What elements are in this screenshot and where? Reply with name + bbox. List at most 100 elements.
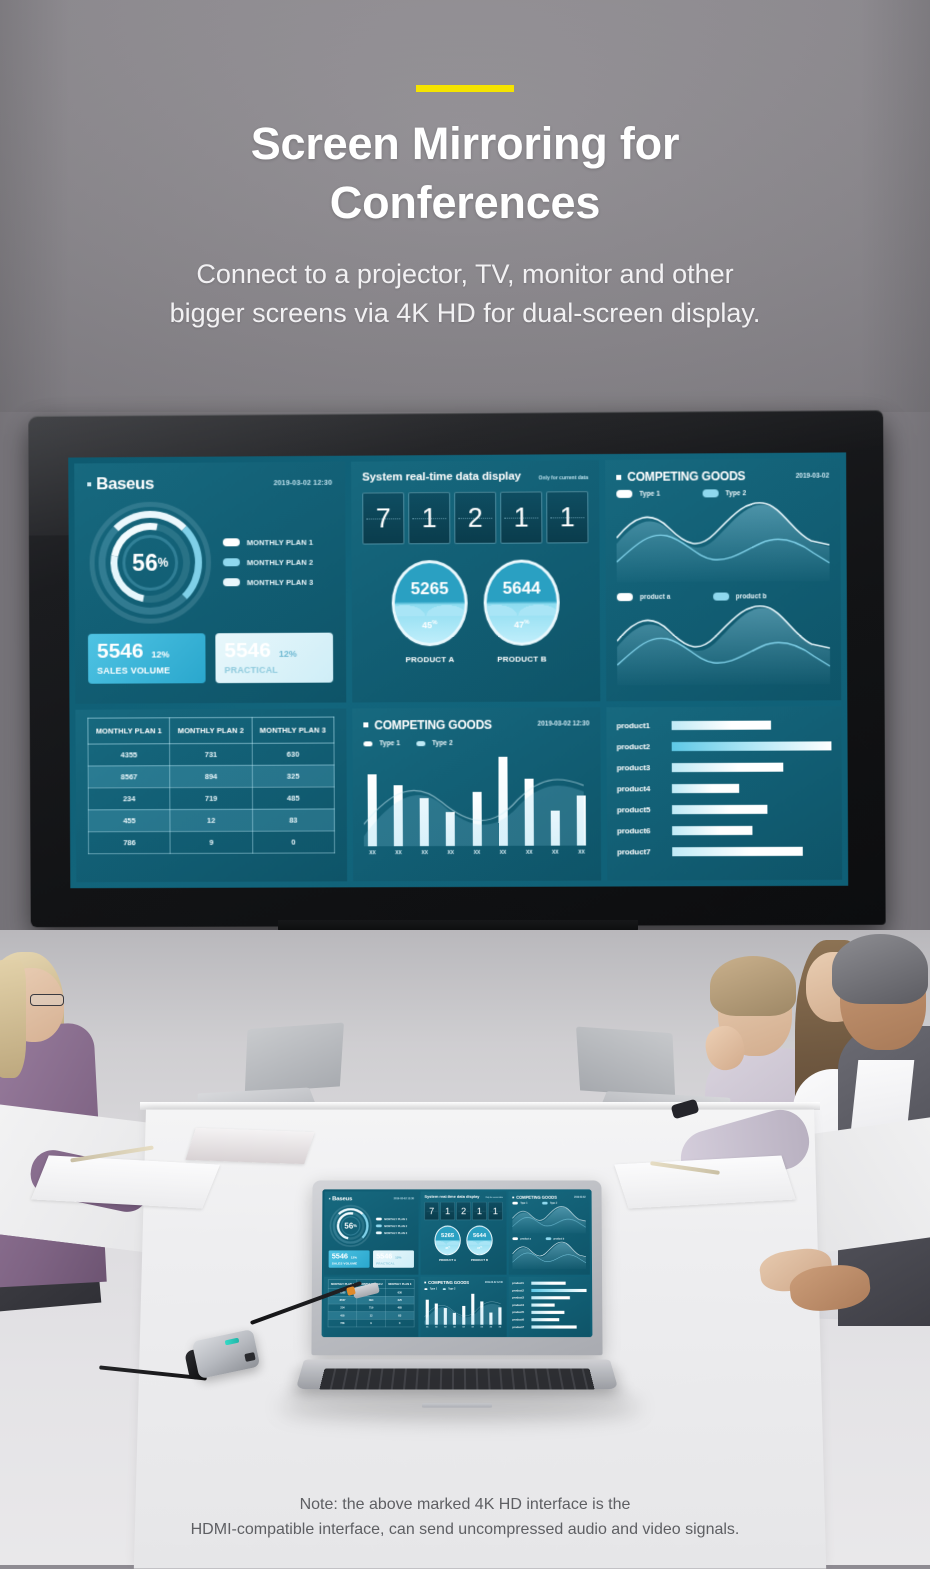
realtime-card: System real-time data display Only for c… xyxy=(420,1191,507,1275)
product-bar-row-7: product7 xyxy=(512,1323,586,1330)
kpi-card-1: 5546 12% SALES VOLUME xyxy=(87,633,206,684)
table-cell: 325 xyxy=(251,764,335,787)
bar-tick-label: XX xyxy=(462,1325,465,1329)
table-cell: 83 xyxy=(385,1311,415,1320)
product-bar-fill xyxy=(531,1281,566,1285)
bar xyxy=(471,1293,475,1325)
legend-swatch-icon xyxy=(424,1288,428,1290)
page-title-line1: Screen Mirroring for xyxy=(250,118,680,169)
competing-wave-timestamp: 2019-03-02 xyxy=(574,1196,586,1199)
kpi-value: 5546 xyxy=(224,638,271,663)
product-bar-row-1: product1 xyxy=(512,1279,586,1286)
bar-tick-label: XX xyxy=(447,849,455,856)
bar-slot-2: XX xyxy=(434,1303,438,1329)
bar-tick-label: XX xyxy=(499,849,507,856)
wall-upper-band xyxy=(0,0,930,412)
plan-legend: MONTHLY PLAN 1 MONTHLY PLAN 2 MONTHLY PLAN… xyxy=(375,1217,407,1234)
legend-swatch-icon xyxy=(363,740,373,746)
wave-legend-bottom-label: product a xyxy=(639,593,671,601)
product-bar-row-4: product4 xyxy=(512,1301,586,1308)
wave-chart-bottom-svg xyxy=(512,1240,586,1270)
table-cell: 719 xyxy=(356,1303,386,1312)
wave-chart-bottom-svg xyxy=(617,600,830,686)
product-bar-fill xyxy=(531,1325,577,1329)
product-bar-track xyxy=(531,1281,586,1285)
kpi-row: 5546 12% SALES VOLUME 5546 12% PRACTICAL xyxy=(87,632,334,684)
orb-label: PRODUCT A xyxy=(439,1258,457,1262)
table-row: 455 12 83 xyxy=(88,808,335,832)
table-cell: 0 xyxy=(385,1319,415,1327)
realtime-digit-4: 1 xyxy=(472,1202,487,1221)
orb-wave-icon xyxy=(391,598,468,617)
realtime-note: Only for current data xyxy=(485,1196,503,1199)
orb-value: 5644 xyxy=(502,578,541,598)
plan-legend-item-2: MONTHLY PLAN 2 xyxy=(222,557,314,567)
product-bar-track xyxy=(671,804,832,814)
brand-bullet-icon xyxy=(328,1197,331,1200)
page-title: Screen Mirroring for Conferences xyxy=(0,114,930,233)
laptop-keyboard[interactable] xyxy=(319,1368,595,1390)
plan-legend-label: MONTHLY PLAN 2 xyxy=(246,557,314,567)
product-bar-row-1: product1 xyxy=(616,714,831,736)
footnote-line1: Note: the above marked 4K HD interface i… xyxy=(299,1495,631,1513)
product-bar-fill xyxy=(531,1310,565,1314)
bar-tick-label: XX xyxy=(473,849,481,856)
orb-circle: 5265 45% xyxy=(391,559,468,647)
bar xyxy=(498,1307,502,1325)
competing-wave-header: COMPETING GOODS 2019-03-02 xyxy=(616,469,829,484)
product-bar-label: product3 xyxy=(512,1296,524,1300)
product-bar-fill xyxy=(531,1317,560,1322)
competing-wave-timestamp: 2019-03-02 xyxy=(795,472,830,480)
product-bar-row-4: product4 xyxy=(617,777,832,799)
table-row: 8567 894 325 xyxy=(88,764,335,788)
bar-slot-7: XX xyxy=(480,1301,484,1328)
bar xyxy=(480,1301,484,1325)
usb-c-hub xyxy=(99,1280,380,1387)
kpi-card-2: 5546 12% PRACTICAL xyxy=(215,632,334,684)
bar-tick-label: XX xyxy=(498,1325,502,1329)
product-bar-list-card: product1 product2 product3 product4 product5… xyxy=(606,705,843,881)
digit-value: 2 xyxy=(467,502,483,533)
table-cell: 325 xyxy=(385,1296,415,1304)
product-bar-row-3: product3 xyxy=(617,756,832,778)
orb-percent: 47% xyxy=(476,1246,483,1250)
wave-legend-bottom-label: product b xyxy=(735,592,767,600)
gauge-value: 56% xyxy=(329,1205,371,1247)
document-mid xyxy=(185,1127,315,1165)
product-bar-fill xyxy=(531,1296,571,1300)
product-bar-label: product6 xyxy=(616,825,651,835)
bar-slot-8: XX xyxy=(550,810,560,855)
orb-value: 5265 xyxy=(441,1232,455,1239)
realtime-digit-1: 7 xyxy=(424,1202,439,1221)
competing-bar-timestamp: 2019-03-02 12:30 xyxy=(484,1281,503,1284)
bar-tick-label: XX xyxy=(435,1325,438,1329)
document-right xyxy=(614,1155,796,1209)
table-row: 455 12 83 xyxy=(328,1311,415,1320)
kpi-value: 5546 xyxy=(331,1252,348,1261)
square-bullet-icon xyxy=(616,474,622,480)
orb-percent: 45% xyxy=(422,620,438,631)
realtime-note: Only for current data xyxy=(538,475,589,482)
square-bullet-icon xyxy=(512,1196,515,1199)
kpi-value: 5546 xyxy=(96,639,144,663)
orb-wave-icon xyxy=(466,1238,493,1245)
realtime-digit-2: 1 xyxy=(408,492,451,545)
product-orb-group: 5265 45% PRODUCT A 5644 47% PRODUCT B xyxy=(424,1225,502,1262)
orb-wave-icon xyxy=(483,597,560,617)
laptop-screen: Baseus 2019-03-02 12:30 56% xyxy=(321,1189,593,1338)
bar-tick-label: XX xyxy=(471,1325,474,1329)
square-bullet-icon xyxy=(424,1281,427,1284)
product-bar-label: product5 xyxy=(512,1310,524,1314)
bar-slot-6: XX xyxy=(498,756,508,856)
dashboard-left-column: Baseus 2019-03-02 12:30 56% xyxy=(323,1191,419,1337)
bar-slot-6: XX xyxy=(471,1293,475,1329)
competing-bar-title-group: COMPETING GOODS xyxy=(363,717,492,732)
far-laptop-left-lid xyxy=(244,1022,344,1093)
legend-swatch-icon xyxy=(616,593,633,602)
laptop-lid: Baseus 2019-03-02 12:30 56% xyxy=(311,1180,603,1356)
gauge-unit: % xyxy=(157,555,169,570)
laptop-trackpad[interactable] xyxy=(421,1403,493,1408)
